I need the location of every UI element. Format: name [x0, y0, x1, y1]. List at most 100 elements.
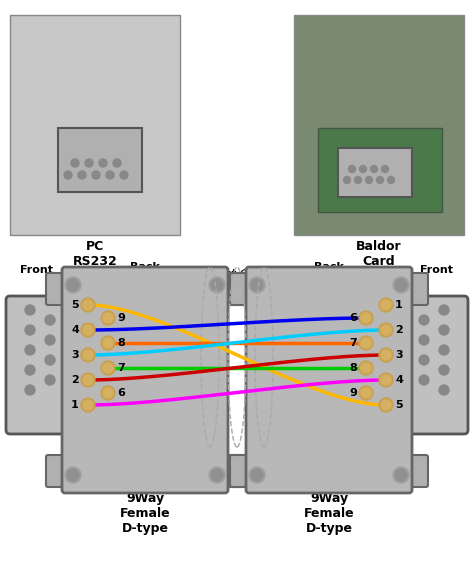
Circle shape [419, 375, 429, 385]
Circle shape [83, 300, 93, 310]
Circle shape [439, 345, 449, 355]
Circle shape [439, 305, 449, 315]
Circle shape [81, 298, 95, 312]
FancyBboxPatch shape [405, 296, 468, 434]
Circle shape [71, 159, 79, 167]
Text: 9Way
Female
D-type: 9Way Female D-type [120, 492, 170, 535]
Text: 7: 7 [117, 363, 125, 373]
Text: PC
RS232: PC RS232 [73, 240, 118, 268]
Circle shape [65, 277, 81, 293]
FancyBboxPatch shape [402, 273, 428, 305]
Circle shape [81, 323, 95, 337]
Text: 5: 5 [395, 400, 403, 410]
Text: Baldor
Card: Baldor Card [356, 240, 402, 268]
Circle shape [348, 165, 356, 172]
Circle shape [371, 165, 377, 172]
FancyBboxPatch shape [338, 148, 412, 197]
Circle shape [113, 159, 121, 167]
Circle shape [361, 338, 371, 348]
Circle shape [101, 386, 115, 400]
Circle shape [45, 335, 55, 345]
Circle shape [103, 313, 113, 323]
Circle shape [83, 375, 93, 385]
Circle shape [83, 400, 93, 410]
Circle shape [83, 325, 93, 335]
FancyBboxPatch shape [46, 273, 72, 305]
Circle shape [365, 176, 373, 184]
Text: 9: 9 [349, 388, 357, 398]
Text: 1: 1 [71, 400, 79, 410]
Circle shape [388, 176, 394, 184]
Circle shape [120, 171, 128, 179]
Circle shape [251, 279, 263, 291]
Circle shape [103, 363, 113, 373]
Circle shape [381, 400, 391, 410]
Circle shape [209, 467, 225, 483]
Text: 8: 8 [117, 338, 125, 348]
FancyBboxPatch shape [10, 15, 180, 235]
Circle shape [381, 325, 391, 335]
Circle shape [101, 361, 115, 375]
Circle shape [65, 467, 81, 483]
Text: 1: 1 [395, 300, 403, 310]
Circle shape [393, 467, 409, 483]
Text: 5: 5 [71, 300, 79, 310]
FancyBboxPatch shape [58, 128, 142, 192]
Circle shape [81, 373, 95, 387]
Circle shape [379, 323, 393, 337]
Circle shape [361, 363, 371, 373]
Circle shape [209, 277, 225, 293]
Text: 2: 2 [71, 375, 79, 385]
FancyBboxPatch shape [246, 267, 412, 493]
Circle shape [379, 398, 393, 412]
FancyBboxPatch shape [6, 296, 69, 434]
Circle shape [249, 467, 265, 483]
Circle shape [103, 338, 113, 348]
Circle shape [382, 165, 389, 172]
Circle shape [81, 398, 95, 412]
Circle shape [359, 361, 373, 375]
Circle shape [395, 469, 407, 481]
FancyBboxPatch shape [230, 455, 256, 487]
Text: 4: 4 [395, 375, 403, 385]
FancyBboxPatch shape [318, 128, 442, 212]
Text: 9: 9 [117, 313, 125, 323]
Circle shape [101, 336, 115, 350]
FancyBboxPatch shape [230, 273, 256, 305]
Circle shape [359, 336, 373, 350]
Circle shape [64, 171, 72, 179]
Circle shape [381, 300, 391, 310]
Circle shape [67, 469, 79, 481]
Circle shape [359, 165, 366, 172]
Circle shape [344, 176, 350, 184]
FancyBboxPatch shape [294, 15, 464, 235]
FancyBboxPatch shape [62, 267, 228, 493]
Circle shape [439, 325, 449, 335]
Circle shape [249, 277, 265, 293]
Circle shape [355, 176, 362, 184]
Circle shape [92, 171, 100, 179]
Circle shape [361, 388, 371, 398]
Circle shape [419, 355, 429, 365]
Circle shape [376, 176, 383, 184]
Circle shape [25, 365, 35, 375]
Circle shape [211, 279, 223, 291]
Circle shape [211, 469, 223, 481]
Circle shape [45, 315, 55, 325]
Circle shape [379, 298, 393, 312]
Circle shape [359, 386, 373, 400]
Circle shape [85, 159, 93, 167]
Circle shape [395, 279, 407, 291]
Text: Back: Back [314, 262, 344, 272]
Circle shape [439, 365, 449, 375]
Circle shape [419, 335, 429, 345]
FancyBboxPatch shape [218, 273, 244, 305]
Circle shape [99, 159, 107, 167]
Circle shape [101, 311, 115, 325]
Text: 3: 3 [395, 350, 403, 360]
FancyBboxPatch shape [402, 455, 428, 487]
Text: Front: Front [420, 265, 454, 275]
Text: Back: Back [130, 262, 160, 272]
Circle shape [419, 315, 429, 325]
Circle shape [361, 313, 371, 323]
